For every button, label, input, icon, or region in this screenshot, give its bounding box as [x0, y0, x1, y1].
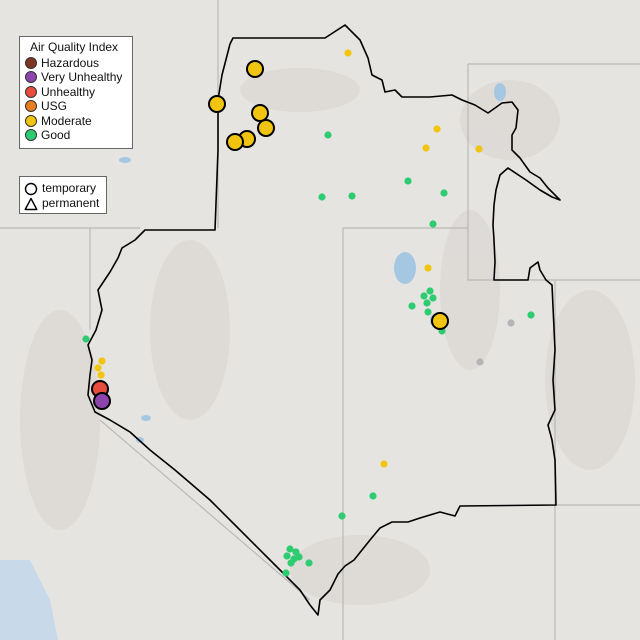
- monitor-marker-moderate[interactable]: [257, 119, 275, 137]
- legend-label: permanent: [42, 196, 100, 211]
- legend-label: USG: [41, 99, 68, 113]
- monitor-marker-good[interactable]: [429, 220, 437, 228]
- legend-label: temporary: [42, 181, 97, 196]
- monitor-marker-good[interactable]: [440, 189, 448, 197]
- hazardous-swatch: [25, 56, 37, 69]
- monitor-marker-good[interactable]: [348, 192, 356, 200]
- monitor-marker-good[interactable]: [318, 193, 326, 201]
- monitor-marker-good[interactable]: [295, 553, 303, 561]
- small-lake: [119, 157, 131, 163]
- ocean-area: [0, 560, 58, 640]
- monitor-marker-good[interactable]: [282, 569, 290, 577]
- legend-item-temporary: temporary: [20, 181, 106, 196]
- monitor-marker-good[interactable]: [82, 335, 90, 343]
- monitor-markers: [82, 49, 535, 577]
- monitor-marker-good[interactable]: [429, 294, 437, 302]
- small-lake: [141, 415, 151, 421]
- legend-label: Hazardous: [41, 55, 100, 70]
- monitor-marker-good[interactable]: [426, 287, 434, 295]
- monitor-marker-good[interactable]: [420, 292, 428, 300]
- legend-label: Good: [41, 128, 71, 142]
- monitor-marker-good[interactable]: [287, 559, 295, 567]
- region-outline: [87, 24, 561, 616]
- legend-label: Unhealthy: [41, 84, 96, 99]
- great-salt-lake: [394, 252, 416, 284]
- monitor-marker-moderate[interactable]: [475, 145, 483, 153]
- legend-label: Moderate: [41, 113, 92, 128]
- monitor-marker-moderate[interactable]: [226, 133, 244, 151]
- circle-icon: [24, 182, 38, 195]
- monitor-marker-good[interactable]: [305, 559, 313, 567]
- monitor-marker-moderate[interactable]: [208, 95, 226, 113]
- monitor-marker-good[interactable]: [423, 299, 431, 307]
- moderate-swatch: [25, 114, 37, 127]
- monitor-marker-good[interactable]: [404, 177, 412, 185]
- monitor-marker-moderate[interactable]: [344, 49, 352, 57]
- unhealthy-swatch: [25, 85, 37, 98]
- monitor-marker-good[interactable]: [338, 512, 346, 520]
- monitor-marker-moderate[interactable]: [380, 460, 388, 468]
- monitor-marker-good[interactable]: [424, 308, 432, 316]
- monitor-marker-very-unhealthy[interactable]: [93, 392, 111, 410]
- monitor-marker-good[interactable]: [369, 492, 377, 500]
- monitor-marker-moderate[interactable]: [246, 60, 264, 78]
- legend-item-good: Good: [20, 128, 132, 143]
- very-unhealthy-swatch: [25, 71, 37, 84]
- monitor-marker-good[interactable]: [283, 552, 291, 560]
- legend-item-hazardous: Hazardous: [20, 56, 132, 71]
- legend-item-moderate: Moderate: [20, 114, 132, 129]
- monitor-marker-moderate[interactable]: [431, 312, 449, 330]
- good-swatch: [25, 129, 37, 142]
- monitor-marker-good[interactable]: [408, 302, 416, 310]
- monitor-marker-no-data[interactable]: [476, 358, 484, 366]
- monitor-marker-good[interactable]: [324, 131, 332, 139]
- monitor-marker-moderate[interactable]: [251, 104, 269, 122]
- monitor-marker-moderate[interactable]: [424, 264, 432, 272]
- monitor-marker-moderate[interactable]: [433, 125, 441, 133]
- legend-title: Air Quality Index: [30, 40, 119, 54]
- aqi-legend: Air Quality Index Hazardous Very Unhealt…: [19, 36, 133, 149]
- monitor-marker-good[interactable]: [286, 545, 294, 553]
- monitor-marker-moderate[interactable]: [98, 357, 106, 365]
- legend-item-permanent: permanent: [20, 196, 106, 211]
- monitor-marker-good[interactable]: [527, 311, 535, 319]
- legend-label: Very Unhealthy: [41, 70, 123, 84]
- monitor-marker-moderate[interactable]: [422, 144, 430, 152]
- monitor-marker-moderate[interactable]: [94, 364, 102, 372]
- legend-item-unhealthy: Unhealthy: [20, 85, 132, 100]
- legend-item-very-unhealthy: Very Unhealthy: [20, 70, 132, 85]
- legend-item-usg: USG: [20, 99, 132, 114]
- terrain-shading: [20, 68, 635, 605]
- bear-lake: [494, 83, 506, 101]
- monitor-marker-no-data[interactable]: [507, 319, 515, 327]
- usg-swatch: [25, 100, 37, 113]
- site-type-legend: temporary permanent: [19, 176, 107, 214]
- triangle-icon: [24, 197, 38, 210]
- monitor-marker-moderate[interactable]: [97, 371, 105, 379]
